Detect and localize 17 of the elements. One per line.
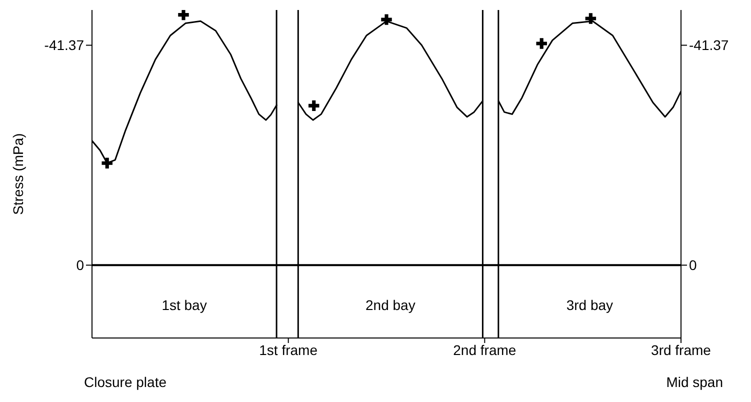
point: [178, 10, 189, 20]
point: [381, 14, 392, 25]
text: Closure plate: [84, 374, 166, 390]
point: [102, 158, 112, 168]
x-tick-label: 1st frame: [259, 342, 318, 358]
annotation: 2nd bay: [366, 297, 416, 313]
x-tick-label: 3rd frame: [651, 342, 712, 358]
annotation: 3rd bay: [566, 297, 614, 313]
y2-tick-label: 0: [689, 257, 697, 274]
point: [536, 38, 547, 49]
point: [585, 13, 596, 24]
y-axis-title: Stress (mPa): [10, 133, 26, 215]
text: Mid span: [666, 374, 723, 390]
y2-tick-label: -41.37: [689, 37, 729, 54]
x-tick-label: 2nd frame: [453, 342, 516, 358]
annotation: 1st bay: [162, 297, 207, 313]
point: [308, 100, 320, 112]
